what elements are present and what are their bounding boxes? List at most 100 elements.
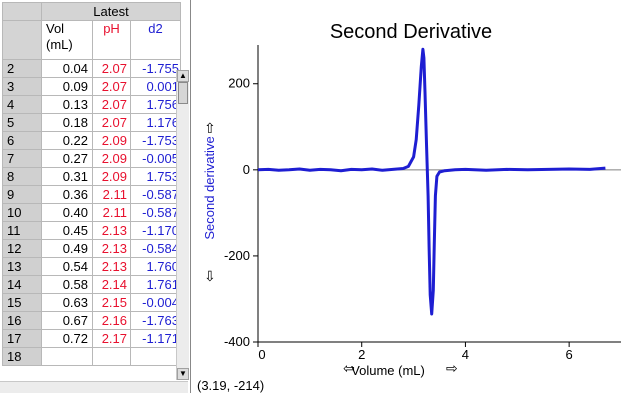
scroll-down-arrow-icon[interactable]: ▼ <box>177 368 189 380</box>
cell-d2[interactable]: -1.753 <box>130 131 181 150</box>
cell-ph[interactable]: 2.11 <box>92 185 131 204</box>
row-number[interactable]: 14 <box>2 275 42 294</box>
column-header-d2[interactable]: d2 <box>130 20 181 60</box>
row-number[interactable]: 11 <box>2 221 42 240</box>
cell-d2[interactable]: 0.001 <box>130 77 181 96</box>
cell-ph[interactable]: 2.09 <box>92 167 131 186</box>
cell-vol[interactable]: 0.27 <box>41 149 93 168</box>
cell-d2[interactable]: -1.170 <box>130 221 181 240</box>
y-axis-label[interactable]: Second derivative <box>202 136 217 239</box>
table-vertical-scrollbar[interactable]: ▲ ▼ <box>176 70 189 380</box>
table-row[interactable]: 11 0.45 2.13 -1.170 <box>2 221 181 240</box>
cell-vol[interactable]: 0.04 <box>41 59 93 78</box>
table-row[interactable]: 5 0.18 2.07 1.176 <box>2 113 181 132</box>
row-number[interactable]: 3 <box>2 77 42 96</box>
cell-d2[interactable]: 1.753 <box>130 167 181 186</box>
cell-vol[interactable]: 0.31 <box>41 167 93 186</box>
y-axis-arrow-up-icon[interactable]: ⇧ <box>204 121 216 137</box>
cell-vol[interactable]: 0.72 <box>41 329 93 348</box>
table-row[interactable]: 4 0.13 2.07 1.756 <box>2 95 181 114</box>
cell-ph[interactable]: 2.16 <box>92 311 131 330</box>
cell-d2[interactable]: -0.584 <box>130 239 181 258</box>
row-number[interactable]: 9 <box>2 185 42 204</box>
table-row[interactable]: 16 0.67 2.16 -1.763 <box>2 311 181 330</box>
cell-d2[interactable]: 1.756 <box>130 95 181 114</box>
cell-d2[interactable]: 1.761 <box>130 275 181 294</box>
empty-cell[interactable] <box>130 347 181 366</box>
row-number[interactable]: 18 <box>2 347 42 366</box>
cell-vol[interactable]: 0.09 <box>41 77 93 96</box>
table-row[interactable]: 2 0.04 2.07 -1.755 <box>2 59 181 78</box>
cell-ph[interactable]: 2.07 <box>92 59 131 78</box>
row-number[interactable]: 15 <box>2 293 42 312</box>
x-axis-arrow-right-icon[interactable]: ⇨ <box>446 361 458 377</box>
table-row[interactable]: 14 0.58 2.14 1.761 <box>2 275 181 294</box>
cell-ph[interactable]: 2.14 <box>92 275 131 294</box>
cell-d2[interactable]: -0.005 <box>130 149 181 168</box>
scroll-up-arrow-icon[interactable]: ▲ <box>177 70 189 82</box>
cell-d2[interactable]: -1.755 <box>130 59 181 78</box>
cell-vol[interactable]: 0.67 <box>41 311 93 330</box>
cell-ph[interactable]: 2.13 <box>92 221 131 240</box>
scrollbar-thumb[interactable] <box>178 82 188 104</box>
row-number[interactable]: 8 <box>2 167 42 186</box>
cell-d2[interactable]: -1.171 <box>130 329 181 348</box>
cell-vol[interactable]: 0.49 <box>41 239 93 258</box>
row-number[interactable]: 10 <box>2 203 42 222</box>
cell-ph[interactable]: 2.07 <box>92 95 131 114</box>
row-number[interactable]: 17 <box>2 329 42 348</box>
cell-ph[interactable]: 2.11 <box>92 203 131 222</box>
cell-ph[interactable]: 2.09 <box>92 131 131 150</box>
table-row[interactable]: 15 0.63 2.15 -0.004 <box>2 293 181 312</box>
cell-d2[interactable]: 1.176 <box>130 113 181 132</box>
table-row[interactable]: 17 0.72 2.17 -1.171 <box>2 329 181 348</box>
cell-vol[interactable]: 0.13 <box>41 95 93 114</box>
cell-d2[interactable]: -0.004 <box>130 293 181 312</box>
x-axis-label[interactable]: Volume (mL) <box>351 363 425 378</box>
cell-vol[interactable]: 0.45 <box>41 221 93 240</box>
table-row-partial[interactable]: 18 <box>2 347 181 366</box>
x-axis-arrow-left-icon[interactable]: ⇦ <box>343 361 355 377</box>
cell-vol[interactable]: 0.40 <box>41 203 93 222</box>
column-header-ph[interactable]: pH <box>92 20 131 60</box>
cell-vol[interactable]: 0.18 <box>41 113 93 132</box>
y-axis-arrow-down-icon[interactable]: ⇩ <box>204 269 216 285</box>
graph-pane[interactable]: Second Derivative 200 0 -200 -400 0 2 4 6 Seco… <box>191 0 623 393</box>
cell-ph[interactable]: 2.15 <box>92 293 131 312</box>
empty-cell[interactable] <box>41 347 93 366</box>
row-number[interactable]: 4 <box>2 95 42 114</box>
column-header-vol[interactable]: Vol (mL) <box>41 20 93 60</box>
cell-ph[interactable]: 2.07 <box>92 113 131 132</box>
cell-vol[interactable]: 0.22 <box>41 131 93 150</box>
table-row[interactable]: 10 0.40 2.11 -0.587 <box>2 203 181 222</box>
row-number[interactable]: 2 <box>2 59 42 78</box>
cell-d2[interactable]: -0.587 <box>130 185 181 204</box>
second-derivative-chart[interactable]: Second Derivative 200 0 -200 -400 0 2 4 6 Seco… <box>191 0 623 393</box>
cell-vol[interactable]: 0.63 <box>41 293 93 312</box>
row-number[interactable]: 13 <box>2 257 42 276</box>
cell-d2[interactable]: -0.587 <box>130 203 181 222</box>
cell-vol[interactable]: 0.36 <box>41 185 93 204</box>
table-row[interactable]: 6 0.22 2.09 -1.753 <box>2 131 181 150</box>
cell-vol[interactable]: 0.58 <box>41 275 93 294</box>
empty-cell[interactable] <box>92 347 131 366</box>
cell-ph[interactable]: 2.13 <box>92 257 131 276</box>
row-number[interactable]: 7 <box>2 149 42 168</box>
cell-ph[interactable]: 2.07 <box>92 77 131 96</box>
cell-ph[interactable]: 2.09 <box>92 149 131 168</box>
row-number[interactable]: 5 <box>2 113 42 132</box>
table-horizontal-scrollbar[interactable] <box>0 381 188 393</box>
table-row[interactable]: 3 0.09 2.07 0.001 <box>2 77 181 96</box>
cell-ph[interactable]: 2.13 <box>92 239 131 258</box>
table-row[interactable]: 12 0.49 2.13 -0.584 <box>2 239 181 258</box>
table-row[interactable]: 7 0.27 2.09 -0.005 <box>2 149 181 168</box>
table-row[interactable]: 13 0.54 2.13 1.760 <box>2 257 181 276</box>
row-number[interactable]: 12 <box>2 239 42 258</box>
cell-vol[interactable]: 0.54 <box>41 257 93 276</box>
row-number[interactable]: 6 <box>2 131 42 150</box>
row-number[interactable]: 16 <box>2 311 42 330</box>
table-row[interactable]: 8 0.31 2.09 1.753 <box>2 167 181 186</box>
cell-d2[interactable]: -1.763 <box>130 311 181 330</box>
table-row[interactable]: 9 0.36 2.11 -0.587 <box>2 185 181 204</box>
cell-ph[interactable]: 2.17 <box>92 329 131 348</box>
